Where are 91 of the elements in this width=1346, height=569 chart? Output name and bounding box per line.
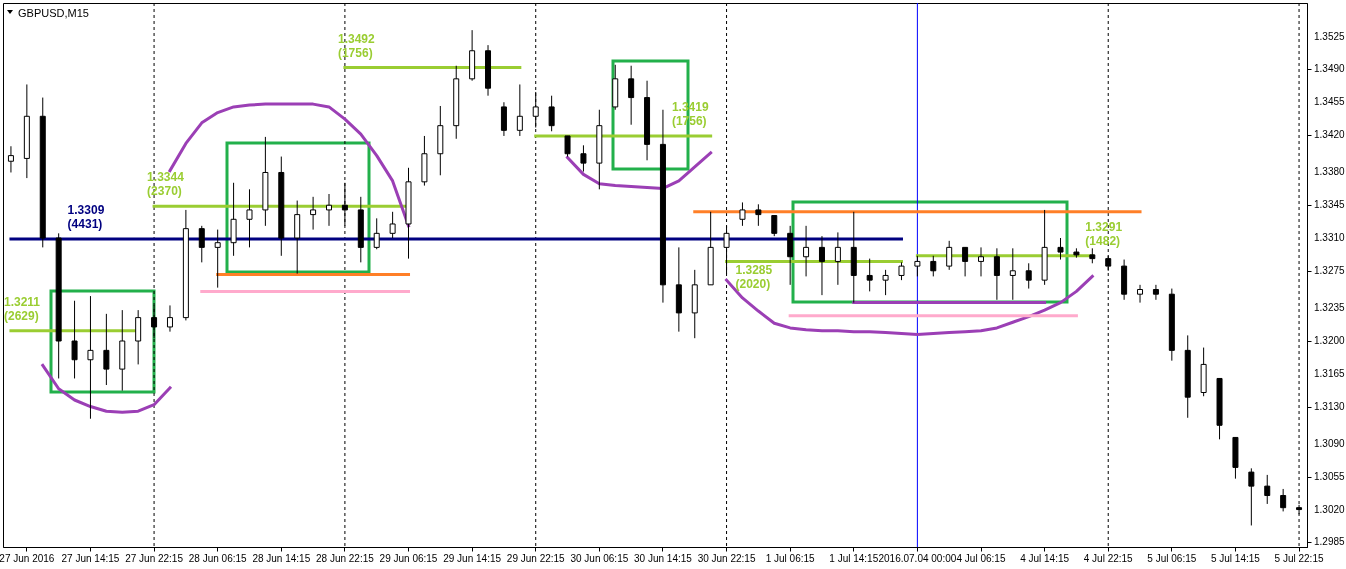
y-tick-label: 1.3345 (1314, 199, 1346, 211)
x-tick-label: 29 Jun 06:15 (379, 552, 438, 564)
x-tick-label: 2016.07.04 00:00 (878, 552, 957, 564)
line-series (41, 363, 172, 414)
x-tick-label: 28 Jun 06:15 (188, 552, 248, 564)
candlestick (214, 229, 221, 289)
series-label: 1.3492 (1756) (337, 31, 375, 60)
candlestick (962, 246, 969, 277)
candlestick (914, 255, 921, 277)
candlestick (882, 269, 889, 296)
candlestick (1264, 474, 1271, 505)
candlestick (1280, 488, 1287, 512)
candlestick (1248, 467, 1255, 526)
y-tick-label: 1.3275 (1314, 264, 1346, 276)
candlestick (818, 235, 825, 296)
y-tick-label: 1.3455 (1314, 96, 1346, 108)
y-tick-label: 1.3490 (1314, 63, 1346, 75)
series-label: 1.3344 (2370) (147, 170, 185, 199)
candlestick (580, 144, 587, 173)
x-tick-label: 5 Jul 06:15 (1147, 552, 1197, 564)
candlestick (628, 65, 635, 126)
x-tick-label: 27 Jun 14:15 (61, 552, 120, 564)
candlestick (310, 196, 317, 231)
candlestick (1025, 262, 1032, 290)
candlestick (103, 313, 110, 386)
y-tick-label: 1.3200 (1314, 335, 1346, 347)
x-tick-label: 30 Jun 22:15 (697, 552, 756, 564)
candlestick (198, 225, 205, 263)
series-label: 1.3211 (2629) (4, 294, 41, 323)
candlestick (548, 95, 555, 132)
series-label: 1.3285 (2020) (735, 263, 773, 292)
candlestick (1137, 284, 1144, 304)
candlestick (978, 246, 984, 277)
candlestick (246, 188, 253, 248)
series-label: 1.3291 (1482) (1085, 219, 1123, 248)
candlestick (787, 225, 794, 286)
candlestick (1152, 284, 1159, 301)
x-tick-label: 28 Jun 22:15 (315, 552, 375, 564)
candlestick (373, 217, 380, 250)
candlestick (755, 203, 762, 227)
x-tick-label: 27 Jun 2016 (0, 552, 55, 564)
x-tick-label: 4 Jul 06:15 (956, 552, 1006, 564)
candlestick (7, 145, 14, 173)
candlestick (803, 225, 810, 277)
candlestick (230, 182, 237, 257)
candlestick (516, 83, 523, 137)
x-tick-label: 1 Jul 14:15 (829, 552, 879, 564)
candlestick (294, 200, 301, 275)
candlestick (326, 193, 332, 227)
y-tick-label: 1.3090 (1314, 438, 1346, 450)
x-tick-label: 27 Jun 22:15 (125, 552, 184, 564)
y-tick-label: 1.3525 (1314, 30, 1346, 42)
y-tick-label: 1.3165 (1314, 367, 1346, 379)
line-series (725, 274, 1094, 336)
candlestick (930, 255, 937, 277)
candlestick (739, 201, 746, 227)
candlestick (946, 240, 953, 271)
x-tick-label: 1 Jul 06:15 (765, 552, 816, 564)
series-label: 1.3309 (4431) (67, 202, 105, 231)
candlestick (564, 135, 571, 158)
y-tick-label: 1.3055 (1314, 470, 1346, 482)
y-tick-label: 1.3310 (1314, 232, 1346, 244)
candlestick (389, 211, 396, 239)
y-tick-label: 1.2985 (1314, 536, 1346, 548)
candlestick (166, 304, 173, 333)
x-tick-label: 4 Jul 22:15 (1083, 552, 1134, 564)
chart-title: GBPUSD,M15 (18, 6, 89, 19)
candlestick (500, 101, 507, 137)
x-tick-label: 30 Jun 14:15 (634, 552, 693, 564)
x-tick-label: 4 Jul 14:15 (1020, 552, 1070, 564)
line-series (566, 151, 713, 190)
candlestick (71, 300, 78, 379)
x-tick-label: 29 Jun 14:15 (443, 552, 502, 564)
candlestick (834, 231, 841, 286)
x-tick-label: 28 Jun 14:15 (252, 552, 311, 564)
y-tick-label: 1.3420 (1314, 129, 1346, 141)
y-tick-label: 1.3020 (1314, 503, 1346, 515)
candlestick (866, 258, 873, 292)
candlestick (993, 247, 1000, 301)
candlestick (135, 309, 142, 365)
candlestick (771, 215, 778, 237)
x-tick-label: 5 Jul 22:15 (1274, 552, 1324, 564)
y-tick-label: 1.3130 (1314, 400, 1346, 412)
candlestick (1057, 237, 1064, 261)
x-tick-label: 29 Jun 22:15 (506, 552, 566, 564)
y-tick-label: 1.3380 (1314, 166, 1346, 178)
candlestick (87, 295, 94, 420)
candlestick (1009, 247, 1016, 301)
y-tick-label: 1.3235 (1314, 302, 1346, 314)
x-tick-label: 30 Jun 06:15 (570, 552, 629, 564)
x-tick-label: 5 Jul 14:15 (1210, 552, 1261, 564)
